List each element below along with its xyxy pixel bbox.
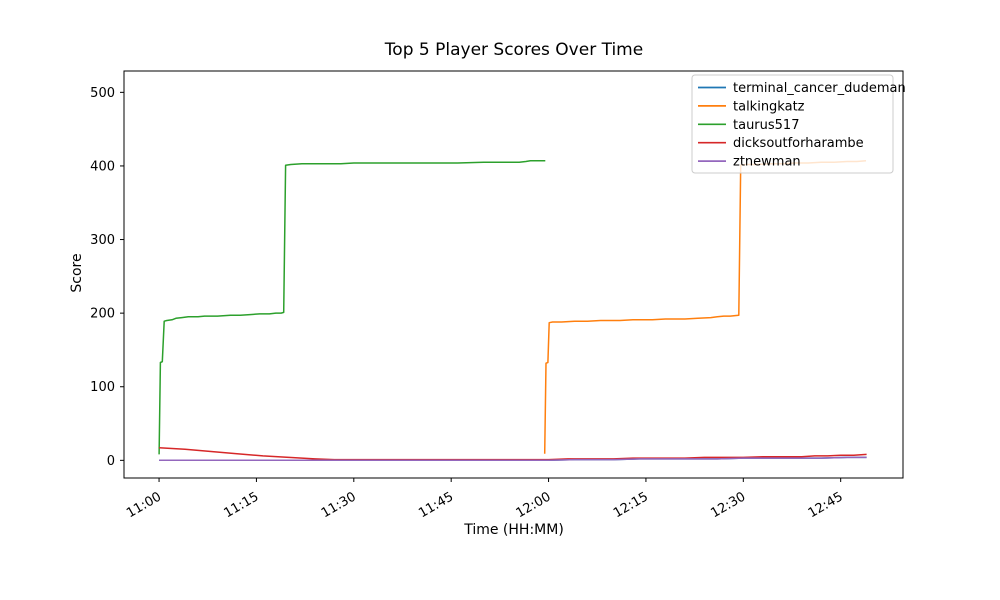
x-tick-label: 11:15 xyxy=(221,489,261,521)
x-tick-label: 11:30 xyxy=(319,489,359,521)
x-tick-label: 12:15 xyxy=(611,489,651,521)
y-tick-label: 200 xyxy=(90,307,115,322)
y-axis-label: Score xyxy=(69,253,85,293)
x-tick-label: 11:45 xyxy=(416,489,456,521)
y-tick-label: 100 xyxy=(90,380,115,395)
x-tick-label: 12:45 xyxy=(806,489,846,521)
legend-label-ztnewman: ztnewman xyxy=(733,155,801,170)
y-tick-label: 0 xyxy=(107,454,115,469)
legend-label-terminal_cancer_dudeman: terminal_cancer_dudeman xyxy=(733,81,906,96)
x-axis-label: Time (HH:MM) xyxy=(464,522,564,538)
x-tick-label: 12:00 xyxy=(514,489,554,521)
series-line-ztnewman xyxy=(159,456,867,462)
legend-label-talkingkatz: talkingkatz xyxy=(733,99,805,114)
chart-title: Top 5 Player Scores Over Time xyxy=(384,40,644,60)
y-tick-label: 300 xyxy=(90,233,115,248)
x-tick-label: 12:30 xyxy=(708,489,748,521)
plot-border xyxy=(123,70,904,479)
y-tick-label: 500 xyxy=(90,86,115,101)
legend: terminal_cancer_dudeman talkingkatz taurus… xyxy=(691,74,906,174)
legend-box xyxy=(691,74,894,174)
x-tick-label: 11:00 xyxy=(124,489,164,521)
series-line-taurus517 xyxy=(158,160,546,455)
y-tick-label: 400 xyxy=(90,159,115,174)
series-line-talkingkatz xyxy=(543,160,867,454)
legend-label-dicksoutforharambe: dicksoutforharambe xyxy=(733,136,864,151)
legend-label-taurus517: taurus517 xyxy=(733,118,799,133)
